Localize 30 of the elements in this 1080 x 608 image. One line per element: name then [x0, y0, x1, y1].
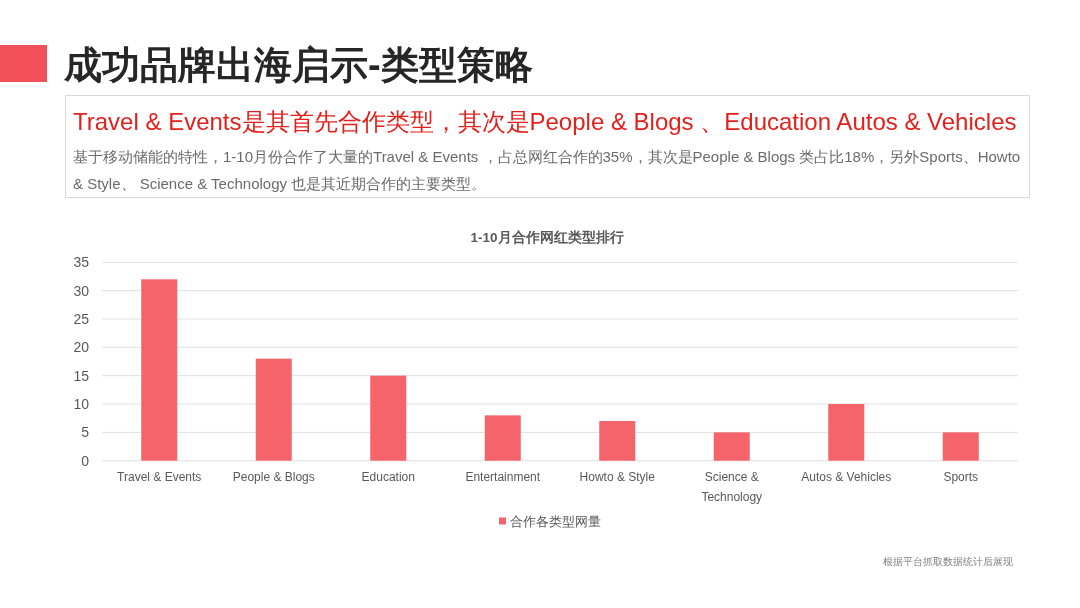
- text: Travel & Events是其首先合作类型，其次是People & Blogs 、Education Autos & Vehicles: [73, 108, 1017, 136]
- x-tick-label: Sports: [943, 470, 979, 484]
- x-tick-label: People & Blogs: [232, 470, 315, 484]
- y-tick-label: 5: [81, 424, 90, 441]
- bar: [370, 375, 407, 461]
- y-tick-label: 10: [73, 396, 90, 413]
- y-tick-label: 25: [73, 310, 90, 327]
- text: 基于移动储能的特性，1-10月份合作了大量的Travel & Events ，占总网红合作的35%，其次是People & Blogs 类占比18%，另外Sports、Howto & Style、 Science & Technology 也是其近期合作的主要类型。: [73, 147, 1022, 194]
- x-tick-label: Entertainment: [465, 470, 541, 484]
- bar: [141, 279, 178, 461]
- y-tick-label: 15: [73, 367, 90, 384]
- bar: [942, 432, 979, 461]
- bar: [713, 432, 750, 461]
- y-tick-label: 35: [73, 254, 90, 271]
- y-tick-label: 30: [73, 282, 90, 299]
- legend-label: 合作各类型网量: [510, 513, 601, 529]
- x-tick-label: Travel & Events: [117, 470, 202, 484]
- x-tick-label: Education: [361, 470, 415, 484]
- x-tick-label: Autos & Vehicles: [801, 470, 892, 484]
- text: 根据平台抓取数据统计后展现: [883, 555, 1013, 569]
- y-tick-label: 0: [81, 452, 90, 469]
- y-tick-label: 20: [73, 339, 90, 356]
- x-tick-label: Science & Technology: [701, 470, 763, 504]
- bar: [599, 421, 636, 461]
- chart-title: 1-10月合作网红类型排行: [470, 230, 624, 245]
- bar: [255, 358, 292, 461]
- bar: [484, 415, 521, 461]
- bar: [828, 404, 865, 461]
- x-tick-label: Howto & Style: [579, 470, 656, 484]
- text: 成功品牌出海启示-类型策略: [64, 44, 533, 86]
